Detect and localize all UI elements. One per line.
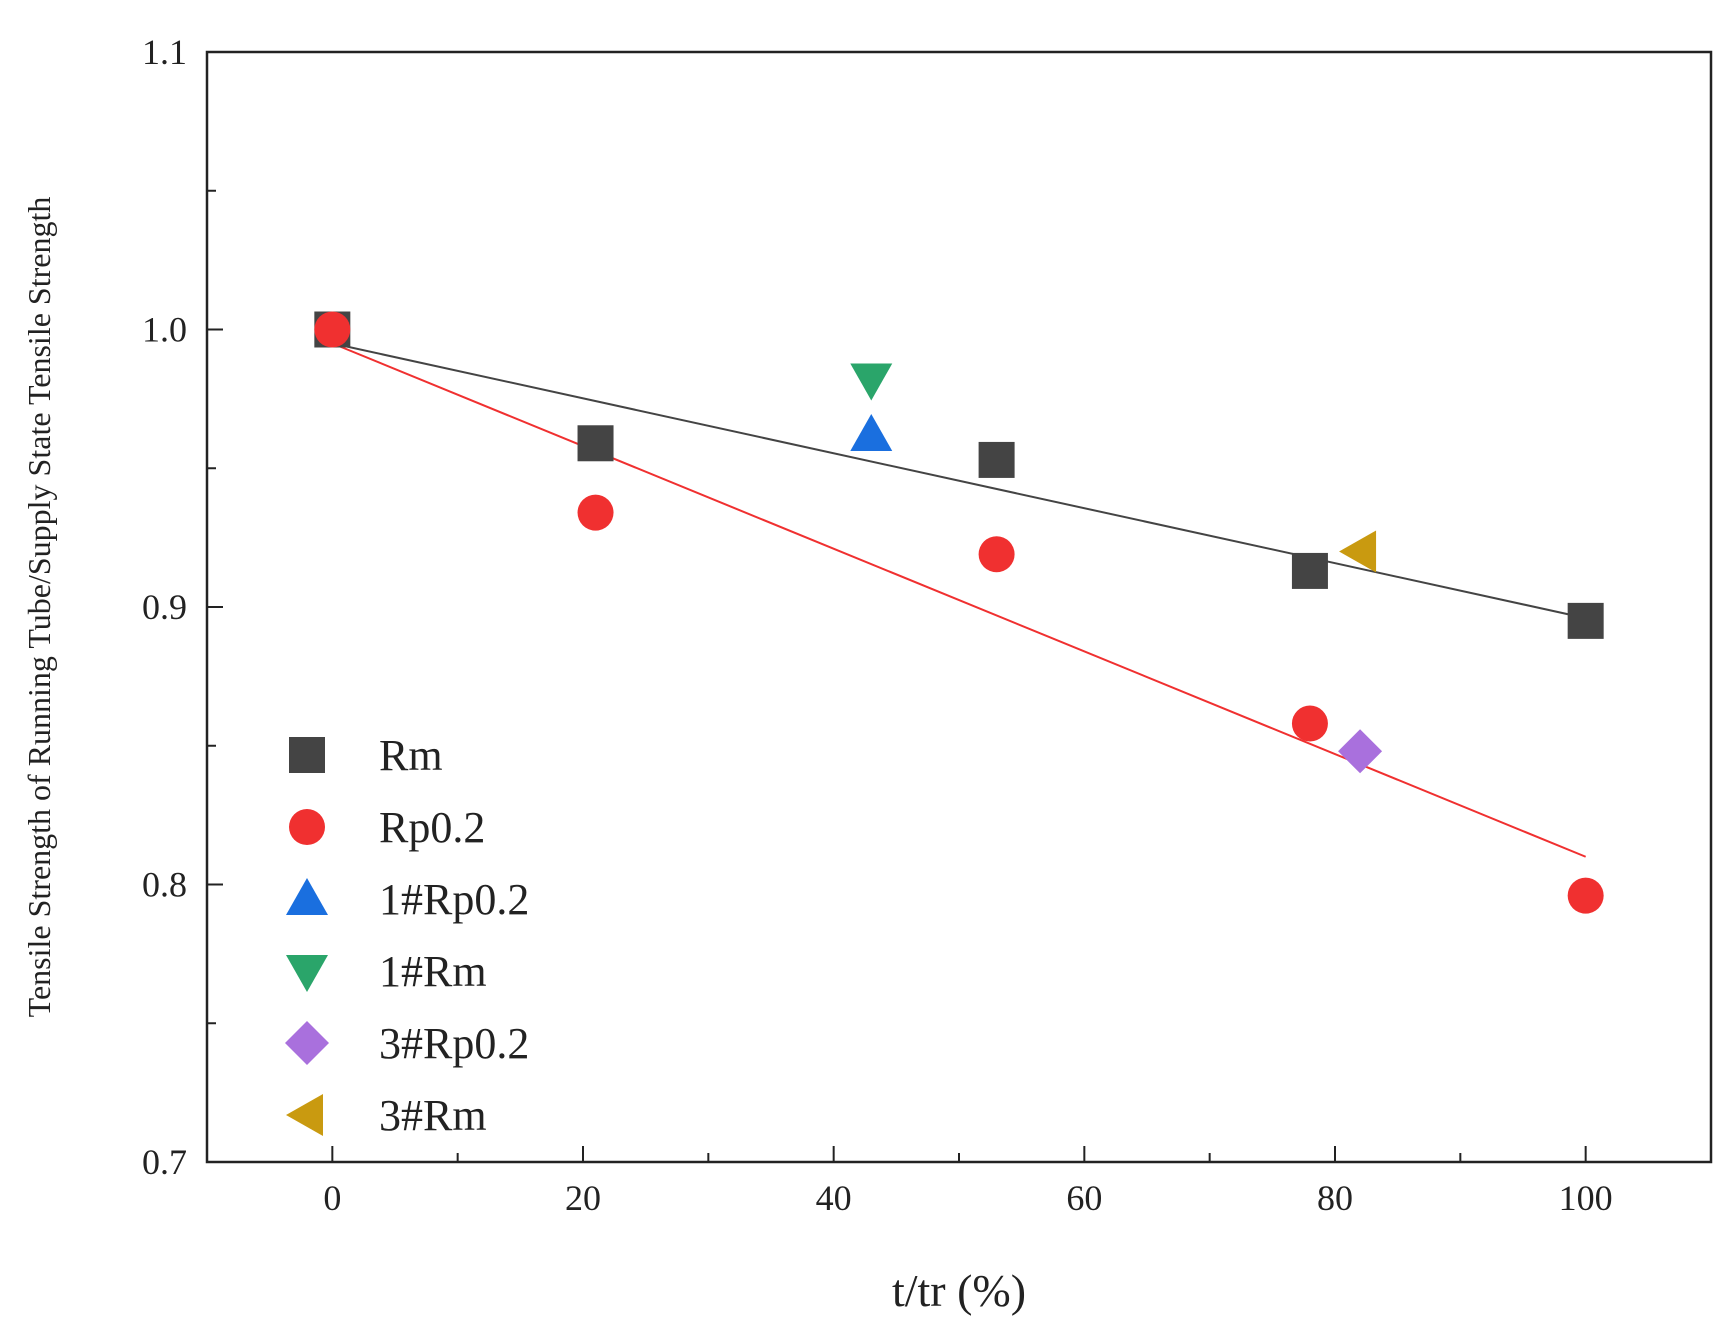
3-rm-point [1339, 530, 1377, 573]
axis-ticks: 0 20 40 60 80 100 0.7 0.8 0.9 1.0 1.1 [142, 32, 1712, 1218]
y-tick-label: 1.0 [142, 310, 187, 350]
rp0-2-point [978, 536, 1015, 573]
legend-3-rp0-2-marker [285, 1021, 329, 1065]
rp0-2-point [314, 311, 351, 348]
1-rm-point [850, 363, 893, 401]
y-tick-label: 0.9 [142, 587, 187, 627]
rp0-2-point [1291, 705, 1328, 742]
data-points [314, 311, 1604, 914]
rm-point [978, 441, 1015, 478]
legend: Rm Rp0.2 1#Rp0.2 1#Rm 3#Rp0.2 3#Rm [285, 731, 529, 1140]
x-tick-label: 60 [1066, 1178, 1102, 1218]
legend-3-rm-marker [286, 1094, 323, 1136]
rp0-2-fit-line [331, 342, 1587, 858]
y-axis-title: Tensile Strength of Running Tube/Supply … [21, 197, 57, 1018]
legend-rm-label: Rm [379, 731, 443, 780]
rp0-2-point [1567, 877, 1604, 914]
legend-3-rp0-2-label: 3#Rp0.2 [379, 1019, 529, 1068]
rm-point [1567, 602, 1604, 639]
legend-1-rm-marker [286, 955, 328, 992]
rm-fit-line [332, 342, 1586, 620]
1-rp0-2-point [850, 413, 893, 451]
x-axis-title: t/tr (%) [892, 1265, 1026, 1316]
rm-point [577, 425, 614, 462]
legend-rm-marker [289, 737, 325, 773]
legend-rp0-2-label: Rp0.2 [379, 803, 485, 852]
legend-1-rp0-2-marker [286, 878, 328, 915]
rm-point [1291, 552, 1328, 589]
3-rp0-2-point [1338, 729, 1383, 774]
legend-1-rm-label: 1#Rm [379, 947, 487, 996]
x-tick-label: 20 [565, 1178, 601, 1218]
y-tick-label: 0.8 [142, 865, 187, 905]
x-tick-label: 40 [816, 1178, 852, 1218]
legend-1-rp0-2-label: 1#Rp0.2 [379, 875, 529, 924]
rp0-2-point [577, 494, 614, 531]
x-tick-label: 0 [323, 1178, 341, 1218]
x-tick-label: 100 [1559, 1178, 1613, 1218]
x-tick-label: 80 [1317, 1178, 1353, 1218]
legend-3-rm-label: 3#Rm [379, 1091, 487, 1140]
y-tick-label: 0.7 [142, 1142, 187, 1182]
y-tick-label: 1.1 [142, 32, 187, 72]
fit-lines [331, 342, 1587, 858]
legend-rp0-2-marker [289, 809, 325, 845]
